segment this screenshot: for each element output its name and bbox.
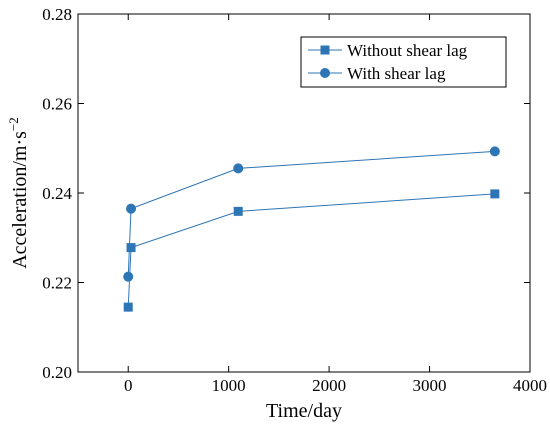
data-point-circle <box>123 271 134 282</box>
x-axis-title: Time/day <box>266 400 342 422</box>
y-tick-label: 0.24 <box>42 184 72 203</box>
x-tick-label: 1000 <box>212 376 246 395</box>
x-tick-label: 3000 <box>413 376 447 395</box>
legend: Without shear lag With shear lag <box>300 36 507 88</box>
data-point-square <box>233 206 243 216</box>
legend-marker-circle <box>320 68 330 78</box>
x-tick-label: 2000 <box>312 376 346 395</box>
y-axis-title-base: Acceleration/m·s <box>9 131 31 269</box>
x-tick-label: 0 <box>124 376 133 395</box>
x-tick-label: 4000 <box>513 376 547 395</box>
y-tick-label: 0.26 <box>42 95 72 114</box>
series-line-1 <box>127 150 495 277</box>
y-axis-title-exponent: −2 <box>6 117 21 131</box>
series-line-0 <box>127 193 495 308</box>
data-point-circle <box>489 146 500 157</box>
data-point-circle <box>126 203 137 214</box>
axis-tick-labels: 0 1000 2000 3000 4000 0.20 0.22 0.24 0.26 0.28 <box>42 5 547 395</box>
legend-label-without-shear-lag: Without shear lag <box>347 41 468 60</box>
y-tick-label: 0.28 <box>42 5 72 24</box>
legend-box <box>300 36 507 88</box>
data-point-circle <box>233 163 244 174</box>
data-point-square <box>123 302 133 312</box>
legend-marker-square <box>320 45 330 55</box>
data-point-square <box>490 189 500 199</box>
y-axis-title: Acceleration/m·s−2 <box>6 117 31 269</box>
y-tick-label: 0.22 <box>42 274 72 293</box>
y-tick-label: 0.20 <box>42 363 72 382</box>
series-layer <box>123 146 500 312</box>
data-point-square <box>126 243 136 253</box>
legend-label-with-shear-lag: With shear lag <box>347 64 446 83</box>
axis-ticks <box>78 13 531 373</box>
